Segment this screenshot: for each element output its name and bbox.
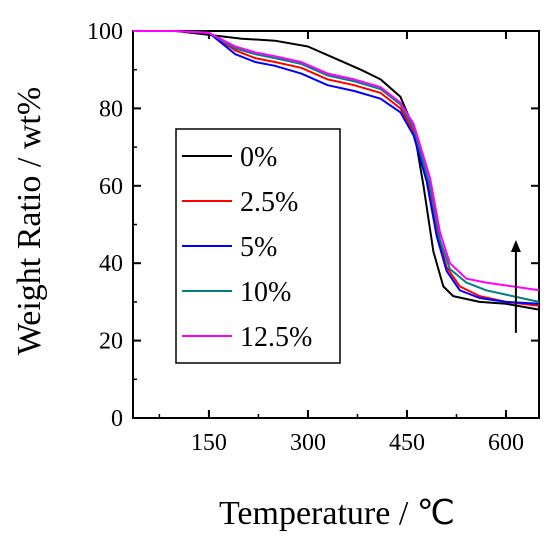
x-tick-label: 300 (290, 430, 326, 456)
series-line (133, 30, 540, 292)
x-tick-label: 600 (488, 430, 524, 456)
legend-label: 10% (240, 277, 291, 308)
legend-label: 2.5% (240, 187, 298, 218)
annotation-group (510, 239, 521, 333)
y-axis-label: Weight Ratio / wt% (11, 87, 48, 355)
series-line (133, 30, 540, 303)
x-tick-label: 150 (191, 430, 227, 456)
plot-area: 150 300 450 600 0 20 40 60 80 100 (87, 19, 540, 456)
x-axis-label: Temperature / ℃ (219, 495, 455, 532)
y-tick-label: 100 (87, 19, 123, 45)
legend-label: 5% (240, 232, 277, 263)
series-line (133, 30, 540, 311)
legend: 0% 2.5% 5% 10% 12.5% (175, 128, 341, 364)
legend-label: 0% (240, 142, 277, 173)
y-tick-label: 0 (111, 406, 123, 432)
legend-label: 12.5% (240, 322, 312, 353)
series-line (133, 30, 540, 307)
y-tick-label: 80 (99, 96, 123, 122)
y-tick-label: 60 (99, 174, 123, 200)
y-tick-label: 20 (99, 329, 123, 355)
series-group (133, 30, 540, 311)
y-tick-label: 40 (99, 251, 123, 277)
series-line (133, 30, 540, 305)
arrow-up-icon (510, 239, 521, 252)
x-tick-label: 450 (389, 430, 425, 456)
